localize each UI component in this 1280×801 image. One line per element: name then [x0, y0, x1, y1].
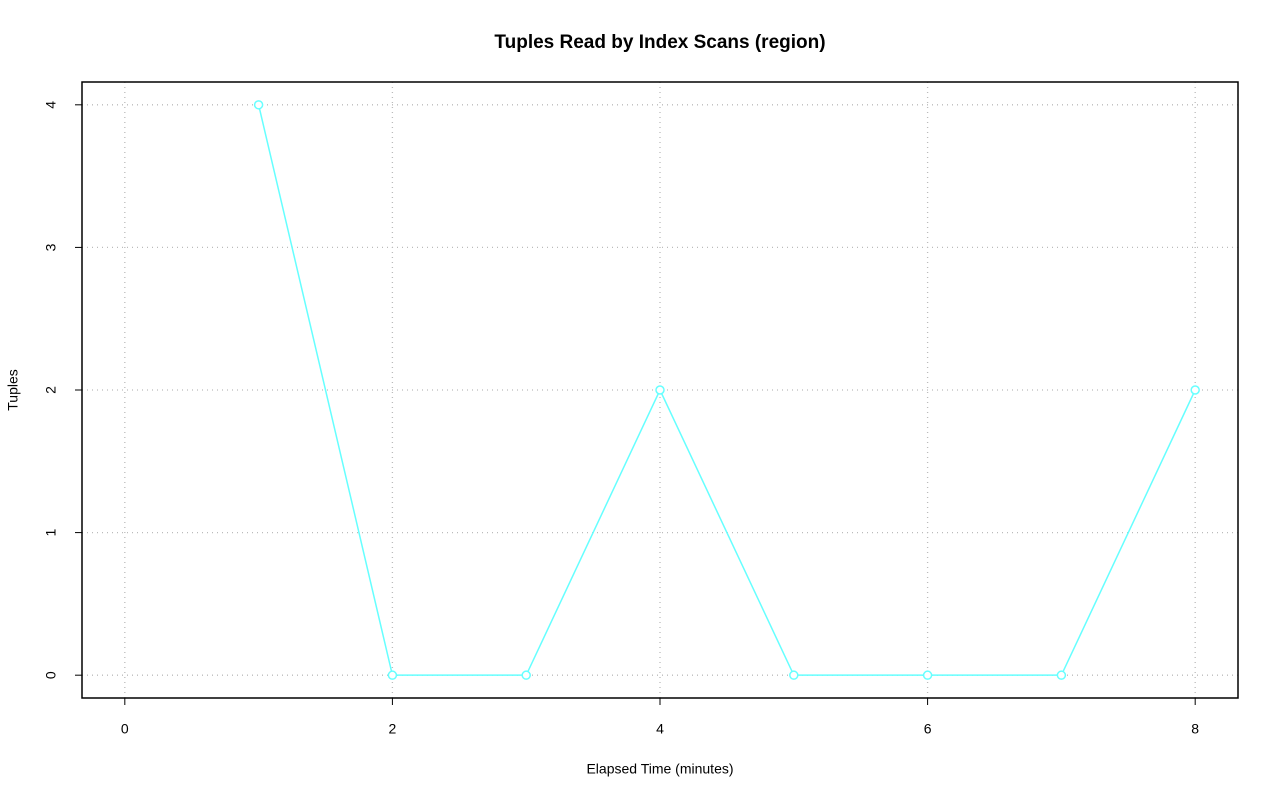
- data-point: [922, 670, 933, 680]
- data-line: [257, 104, 1196, 676]
- data-point: [789, 670, 799, 680]
- x-tick-label: 6: [924, 721, 932, 737]
- data-point: [253, 100, 264, 110]
- y-tick-label: 0: [43, 671, 59, 679]
- data-point: [655, 385, 665, 395]
- x-tick-label: 2: [389, 721, 397, 737]
- data-point: [521, 670, 531, 680]
- x-axis-label: Elapsed Time (minutes): [586, 761, 733, 777]
- x-tick-label: 4: [656, 721, 664, 737]
- x-tick-label: 8: [1191, 721, 1199, 737]
- y-tick-label: 2: [43, 386, 59, 394]
- y-tick-label: 3: [43, 243, 59, 251]
- chart-title: Tuples Read by Index Scans (region): [494, 32, 825, 53]
- data-point: [1056, 670, 1067, 680]
- data-point: [387, 670, 398, 680]
- plot-area: 0 2 4 6 8 0 1 2 3 4: [43, 82, 1238, 737]
- y-tick-label: 4: [43, 101, 59, 109]
- y-tick-label: 1: [43, 528, 59, 536]
- x-tick-label: 0: [121, 721, 129, 737]
- data-point: [1190, 385, 1200, 395]
- y-axis-label: Tuples: [5, 369, 21, 411]
- plot-frame: [81, 81, 1239, 699]
